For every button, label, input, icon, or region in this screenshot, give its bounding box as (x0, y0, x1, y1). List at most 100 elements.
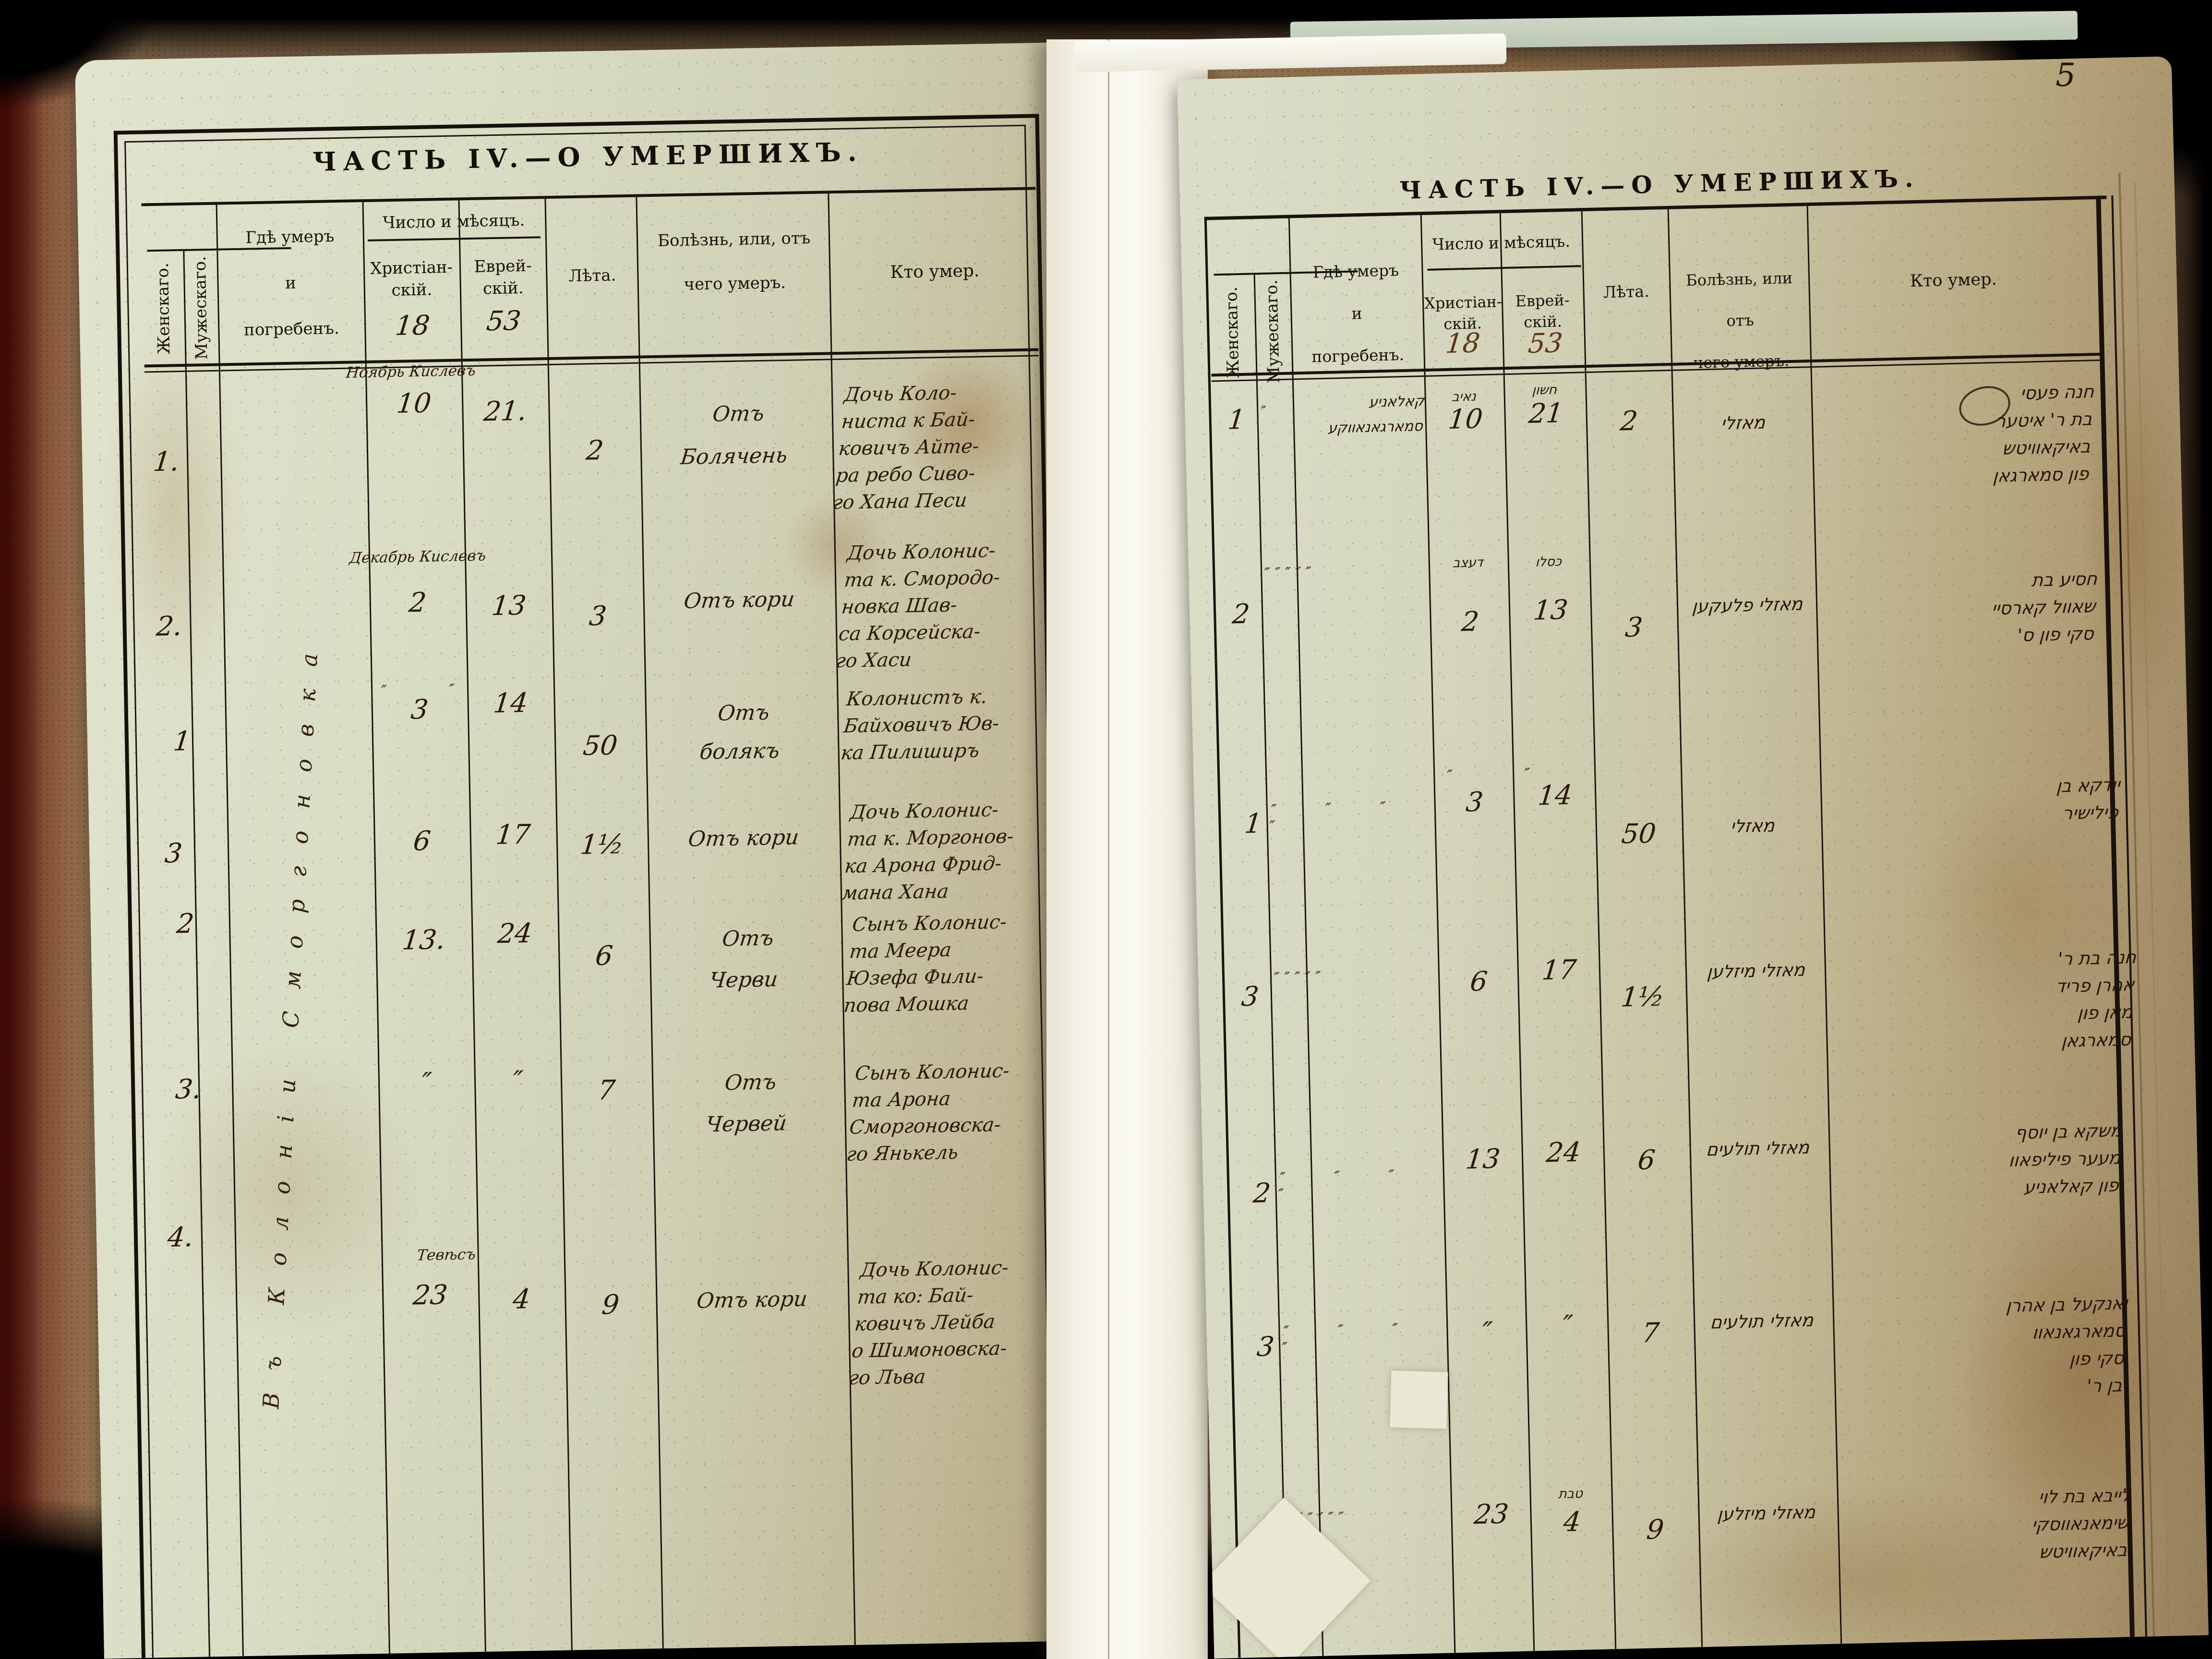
entry-date-jewish: 17 (494, 818, 532, 851)
year-century: 18 (394, 310, 432, 342)
date-group-underline (367, 236, 541, 241)
entry-ditto: ″ ″ ″ ″ ″ (1263, 564, 1312, 583)
entry-cause: Отъ кори (683, 587, 796, 613)
entry-cause: מאזלי מיזלען (1717, 1502, 1816, 1525)
entry-age: 50 (581, 730, 619, 762)
entry-date-christian: 6 (1468, 966, 1489, 998)
entry-who: חסיע בת שאוול קארסיי סקי פון ס' (1991, 568, 2098, 646)
entry-cause: מאזלי (1730, 815, 1776, 837)
column-header-where: Гдѣ умеръ и погребенъ. (243, 227, 339, 340)
entry-number-male: 2 (175, 908, 196, 940)
entry-who: יודקא בן פילישיר (2056, 774, 2121, 824)
column-header-years: Лѣта. (568, 265, 616, 286)
column-header-who: Кто умер. (890, 261, 980, 282)
entry-age: 9 (600, 1289, 621, 1321)
entry-age: 50 (1620, 817, 1658, 850)
margin-note-colony: Въ Колоніи Сморгоновка (258, 630, 324, 1410)
entry-cause: מאזלי תולעים (1705, 1137, 1810, 1160)
column-header-where: Гдѣ умеръ и погребенъ. (1311, 261, 1405, 366)
left-page-russian: ЧАСТЬ IV.—О УМЕРШИХЪ. Женскаго. Мужескаг… (75, 42, 1124, 1659)
entry-cause: מאזלי תולעים (1709, 1310, 1815, 1333)
entry-who: Колонистъ к. Байховичъ Юв- ка Пилиширъ (840, 685, 1000, 765)
entry-ditto: ″ ″ ″ ″ (1276, 1166, 1417, 1203)
entry-who: יאנקעל בן אהרן סמארגאנאוו סקי פון בן ר' (2005, 1293, 2128, 1397)
right-page-hebrew: ЧАСТЬ IV.—О УМЕРШИХЪ. Женскаго. Мужескаг… (1177, 56, 2209, 1659)
entry-who: חנה פעסי בת ר' איטער באיקאוויטש פון סמאר… (1992, 381, 2095, 487)
entry-age: 6 (1636, 1144, 1657, 1177)
year-tens: 53 (485, 305, 523, 337)
entry-who: Дочь Колонис- та к. Смородо- новка Шав- … (835, 539, 1001, 673)
column-line (183, 249, 210, 1657)
column-header-date-group: Число и мѣсяцъ. (382, 210, 525, 233)
entry-age: 2 (584, 434, 605, 467)
entry-ditto: ″ ″ ″ ″ ″ (1273, 968, 1322, 987)
column-header-illness: Болѣзнь, или отъ чего умеръ. (1685, 268, 1793, 372)
entry-who: Сынъ Колонис- та Арона Сморгоновска- го … (845, 1059, 1011, 1166)
entry-date-christian: 23 (1472, 1498, 1510, 1531)
entry-date-christian: 6 (411, 825, 433, 857)
entry-number-female: 2. (155, 611, 184, 643)
column-header-who: Кто умер. (1910, 269, 1997, 291)
entry-month-jewish: כסלו (1535, 554, 1563, 570)
entry-date-christian: 13 (1464, 1143, 1502, 1176)
entry-cause: מאזלי (1720, 412, 1766, 434)
entry-number-female: 1 (1226, 404, 1247, 436)
entry-who: Сынъ Колонис- та Меера Юзефа Фили- пова … (842, 911, 1008, 1017)
entry-date-christian: 10 (1447, 403, 1484, 435)
entry-ditto: ″ (1259, 403, 1267, 421)
entry-number-female: 3 (163, 838, 184, 869)
entry-date-christian: ″ (1480, 1316, 1494, 1348)
entry-number-male: 3. (174, 1073, 203, 1106)
entry-month-christian: דעצב (1452, 555, 1484, 571)
entry-date-christian: ″ (420, 1067, 433, 1099)
entry-number-female: 2 (1231, 598, 1251, 630)
entry-date-jewish: 14 (1536, 779, 1574, 812)
entry-age: 9 (1645, 1514, 1666, 1546)
entry-date-jewish: 24 (496, 917, 534, 950)
entry-date-jewish: ″ (1561, 1310, 1575, 1341)
entry-number-female: 3 (1240, 981, 1261, 1013)
column-header-male: Мужескаго. (190, 255, 212, 360)
entry-number-female: 1. (152, 446, 181, 478)
column-header-jewish: Еврей- скій. (1515, 290, 1570, 332)
entry-date-jewish: 21 (1527, 397, 1565, 430)
column-line (216, 204, 244, 1657)
entry-age: 3 (1623, 612, 1644, 644)
entry-cause: Отъ Черви (708, 926, 779, 993)
entry-date-christian: 13. (400, 924, 447, 956)
entry-age: 1½ (578, 829, 625, 861)
entry-number-male: 1 (171, 725, 192, 757)
column-header-christian: Христіан- скій. (370, 257, 453, 300)
page-edge-line (2134, 181, 2170, 1636)
entry-who: Дочь Коло- ниста к Бай- ковичъ Айте- ра … (831, 382, 980, 514)
entry-date-jewish: 24 (1545, 1136, 1582, 1169)
entry-age: 3 (588, 600, 608, 632)
date-group-underline (1427, 265, 1581, 271)
entry-date-jewish: 17 (1540, 954, 1578, 986)
column-header-female: Женскаго. (1222, 286, 1243, 379)
entry-months: Декабрь Кислевъ (349, 547, 487, 567)
entry-age: 2 (1619, 405, 1639, 437)
register-table: Женскаго. Мужескаго. Гдѣ умеръ и погребе… (141, 187, 1062, 1658)
entry-date-jewish: 13 (1532, 594, 1570, 626)
entry-who: חנה בת ר' אהרן פריד מאן פון סמארגאן (2055, 947, 2137, 1052)
entry-cause: Отъ Червей (704, 1070, 788, 1137)
entry-months: Ноябрь Кислевъ (345, 361, 477, 382)
year-tens: 53 (1527, 327, 1564, 360)
entry-cause: מאזלי פלעקען (1691, 593, 1803, 617)
entry-ditto: ″ ″ ″ ″ (1268, 798, 1408, 835)
entry-date-christian: 3 (1464, 786, 1485, 818)
column-header-female: Женскаго. (153, 263, 174, 355)
interleaf-crease (1108, 39, 1109, 1659)
entry-number-male: 2 (1251, 1177, 1272, 1209)
paper-repair-patch (1390, 1370, 1448, 1429)
entry-cause: Отъ кори (695, 1286, 809, 1313)
entry-date-jewish: ″ (511, 1065, 525, 1097)
entry-number-female: 4. (166, 1221, 195, 1253)
entry-cause: Отъ кори (687, 825, 800, 852)
column-header-date-group: Число и мѣсяцъ. (1432, 231, 1571, 254)
entry-age: 1½ (1619, 981, 1666, 1013)
entry-cause: Отъ Болячень (679, 401, 789, 470)
entry-months: Тевѣсъ (416, 1246, 477, 1264)
